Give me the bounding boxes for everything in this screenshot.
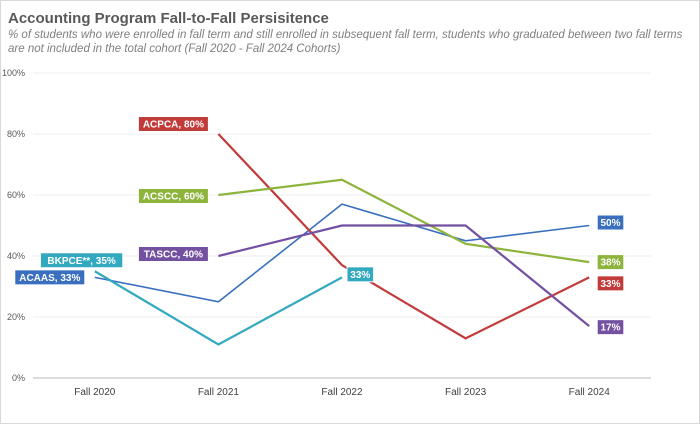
y-tick-label: 60% [7, 190, 25, 200]
chart-title: Accounting Program Fall-to-Fall Persisit… [8, 10, 329, 27]
x-tick-label: Fall 2024 [569, 387, 611, 398]
data-label-text: 38% [600, 258, 620, 269]
data-label-text: 50% [600, 218, 620, 229]
data-label-box [596, 319, 625, 336]
data-label-acaas: 50% [596, 214, 625, 231]
data-label-acaas: ACAAS, 33% [14, 269, 86, 286]
data-label-text: 17% [600, 323, 620, 334]
data-label-box [346, 266, 375, 283]
data-label-text: 33% [600, 279, 620, 290]
data-label-acpca: 33% [596, 275, 625, 292]
data-label-bkpce: BKPCE**, 35% [39, 252, 124, 269]
data-label-box [137, 246, 209, 262]
y-tick-label: 80% [7, 129, 25, 139]
series-line-acaas [94, 203, 590, 303]
y-tick-label: 40% [7, 251, 25, 261]
data-label-acscc: ACSCC, 60% [137, 188, 209, 204]
data-label-box [39, 252, 124, 269]
data-label-tascc: TASCC, 40% [137, 246, 209, 262]
chart-subtitle: % of students who were enrolled in fall … [8, 29, 683, 55]
x-tick-label: Fall 2021 [198, 387, 240, 398]
data-label-tascc: 17% [596, 319, 625, 336]
data-label-box [596, 214, 625, 231]
data-label-text: ACAAS, 33% [19, 273, 80, 284]
y-tick-label: 100% [2, 68, 25, 78]
data-label-text: BKPCE**, 35% [47, 256, 115, 267]
x-tick-label: Fall 2020 [74, 387, 116, 398]
data-label-text: TASCC, 40% [144, 250, 203, 261]
y-tick-label: 20% [7, 312, 25, 322]
data-label-text: ACSCC, 60% [143, 192, 204, 203]
series-line-acscc [218, 178, 590, 264]
data-label-box [137, 188, 209, 204]
series-line-bkpce [94, 270, 343, 346]
data-label-box [14, 269, 86, 286]
data-label-acscc: 38% [596, 254, 625, 271]
data-label-box [596, 254, 625, 271]
y-tick-label: 0% [12, 373, 25, 383]
data-label-text: 33% [350, 270, 370, 281]
data-label-bkpce: 33% [346, 266, 375, 283]
data-label-acpca: ACPCA, 80% [137, 116, 209, 132]
data-label-box [137, 116, 209, 132]
series-line-tascc [218, 224, 590, 328]
series-line-acpca [217, 133, 590, 340]
data-label-box [596, 275, 625, 292]
x-tick-label: Fall 2023 [445, 387, 487, 398]
data-label-text: ACPCA, 80% [143, 120, 204, 131]
x-tick-label: Fall 2022 [321, 387, 363, 398]
